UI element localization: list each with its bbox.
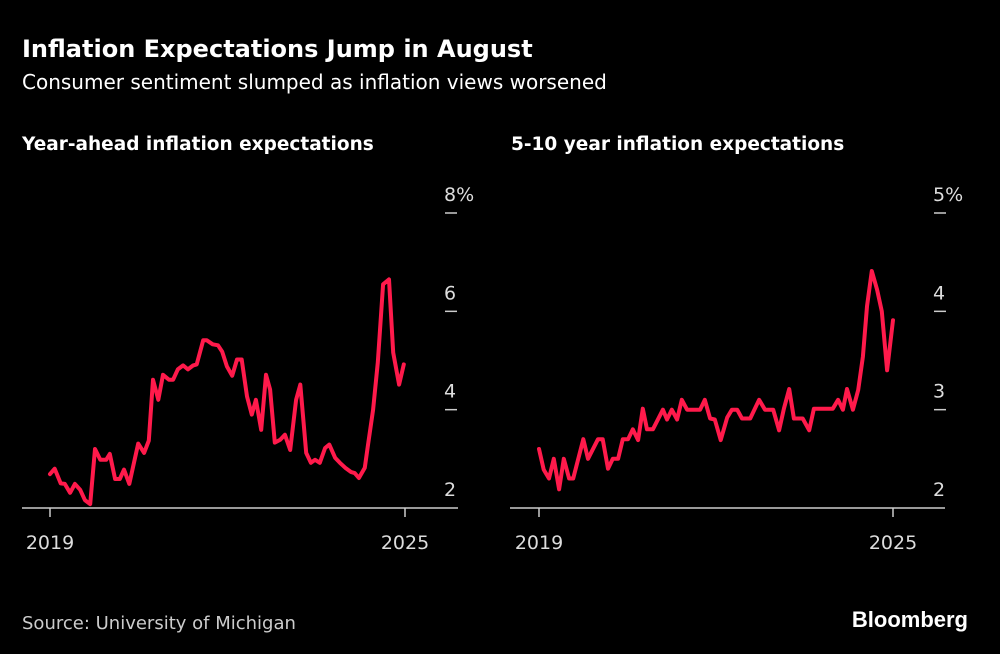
y-tick-label: 3	[933, 381, 945, 403]
panel-title-year-ahead: Year-ahead inflation expectations	[21, 134, 374, 155]
panel-title-5-10-year: 5-10 year inflation expectations	[511, 134, 844, 155]
x-tick-label: 2025	[869, 532, 917, 554]
y-tick-label: 4	[444, 381, 456, 403]
x-tick-label: 2025	[381, 532, 429, 554]
bloomberg-logo: Bloomberg	[852, 607, 968, 632]
y-tick-label: 2	[933, 479, 945, 501]
y-tick-label: 4	[933, 282, 945, 304]
series-line	[48, 277, 406, 507]
x-tick-label: 2019	[26, 532, 74, 554]
x-tick-label: 2019	[515, 532, 563, 554]
chart-subtitle: Consumer sentiment slumped as inflation …	[22, 70, 607, 94]
source-note: Source: University of Michigan	[22, 613, 296, 634]
y-tick-label: 8%	[444, 184, 474, 206]
chart-title: Inflation Expectations Jump in August	[22, 35, 533, 63]
series-line	[537, 269, 895, 492]
panel-5-10-year: 5-10 year inflation expectations 5% 4 3 2 20…	[510, 134, 963, 554]
y-tick-label: 5%	[933, 184, 963, 206]
panel-year-ahead: Year-ahead inflation expectations 8% 6 4 2 2…	[21, 134, 474, 554]
y-tick-label: 6	[444, 282, 456, 304]
y-tick-label: 2	[444, 479, 456, 501]
